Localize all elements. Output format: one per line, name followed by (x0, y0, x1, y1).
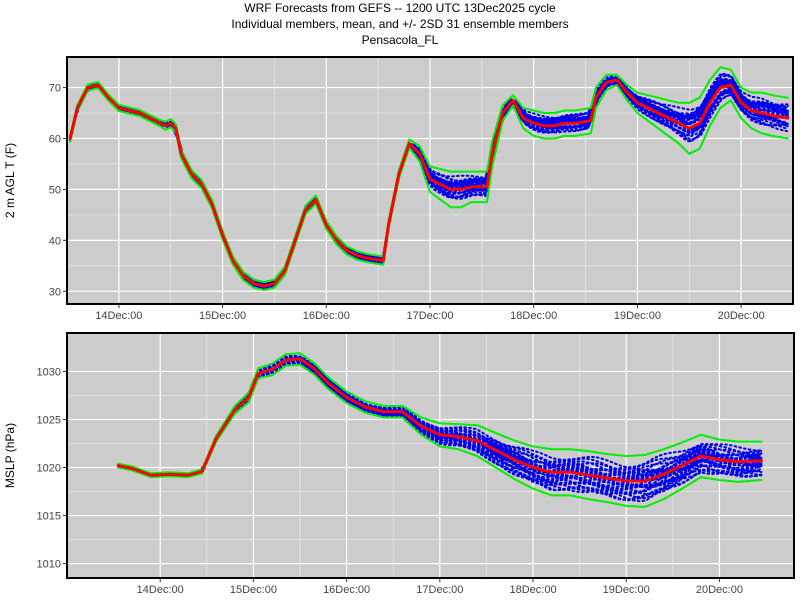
y-tick-label: 30 (49, 286, 61, 298)
ensemble-member-line (117, 361, 763, 503)
x-tick-label: 17Dec:00 (416, 584, 463, 596)
chart-title: WRF Forecasts from GEFS -- 1200 UTC 13De… (244, 1, 556, 15)
y-tick-label: 1015 (37, 511, 61, 523)
location-label: Pensacola_FL (361, 33, 439, 47)
y-tick-label: 70 (49, 83, 61, 95)
plot-area (116, 352, 763, 508)
x-tick-label: 16Dec:00 (303, 310, 350, 322)
panel-border (66, 332, 795, 579)
panel-mslp: 14Dec:00 15Dec:00 16Dec:00 17Dec:00 18Dec:00… (3, 332, 795, 596)
minus-2sd-line (117, 363, 763, 508)
ensemble-member-line (117, 357, 763, 480)
y-tick-label: 1030 (37, 366, 61, 378)
x-tick-label: 14Dec:00 (137, 584, 184, 596)
x-tick-label: 20Dec:00 (718, 310, 765, 322)
panel-border (66, 56, 794, 305)
y-tick-label: 1010 (37, 559, 61, 571)
chart-subtitle: Individual members, mean, and +/- 2SD 31… (231, 17, 569, 31)
ensemble-member-line (69, 81, 789, 289)
x-tick-label: 18Dec:00 (509, 584, 556, 596)
minus-2sd-line (69, 84, 789, 292)
y-tick-label: 1025 (37, 414, 61, 426)
ensemble-mean-line (116, 357, 763, 483)
x-tick-label: 19Dec:00 (614, 310, 661, 322)
y-tick-label: 1020 (37, 463, 61, 475)
x-tick-label: 18Dec:00 (510, 310, 557, 322)
ensemble-member-line (117, 361, 763, 496)
x-tick-label: 15Dec:00 (230, 584, 277, 596)
y-axis-label: MSLP (hPa) (3, 423, 17, 488)
x-tick-label: 19Dec:00 (603, 584, 650, 596)
ensemble-member-line (69, 75, 789, 285)
y-tick-label: 40 (49, 235, 61, 247)
ensemble-member-line (117, 360, 763, 500)
plot-area (68, 66, 790, 292)
ensemble-member-line (117, 360, 763, 492)
ensemble-member-line (117, 359, 763, 489)
plus-2sd-line (117, 352, 763, 475)
ensemble-member-line (117, 358, 763, 482)
x-tick-label: 15Dec:00 (199, 310, 246, 322)
ensemble-member-line (117, 359, 763, 489)
x-tick-label: 17Dec:00 (406, 310, 453, 322)
x-tick-label: 20Dec:00 (696, 584, 743, 596)
x-tick-label: 16Dec:00 (323, 584, 370, 596)
plus-2sd-line (69, 66, 789, 284)
panel-t2m: 14Dec:00 15Dec:00 16Dec:00 17Dec:00 18Dec:00… (3, 56, 794, 322)
y-axis-label: 2 m AGL T (F) (3, 143, 17, 218)
ensemble-member-line (117, 358, 763, 489)
ensemble-mean-line (68, 78, 790, 288)
x-tick-label: 14Dec:00 (95, 310, 142, 322)
y-tick-label: 50 (49, 184, 61, 196)
y-tick-label: 60 (49, 133, 61, 145)
